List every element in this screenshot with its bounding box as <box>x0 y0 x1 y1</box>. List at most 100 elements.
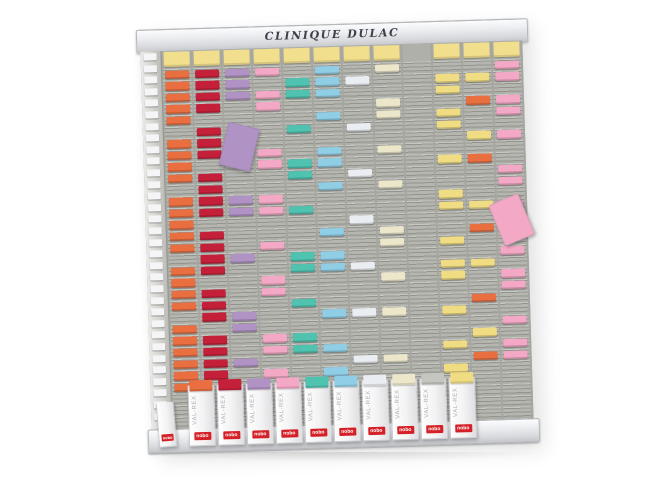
t-card-cream <box>379 226 404 236</box>
t-card-yellow <box>442 305 467 315</box>
t-card-yellow <box>441 270 466 280</box>
t-card-orange <box>165 69 190 80</box>
t-card-pink <box>496 129 522 139</box>
card-box-label: VAL-REX <box>220 394 228 424</box>
t-card-white <box>350 261 376 271</box>
index-tab <box>146 146 160 154</box>
t-card-cream <box>377 144 402 154</box>
index-tab <box>147 204 162 212</box>
t-card-yellow <box>435 73 460 83</box>
card-box-blue: VAL-REX nobo <box>332 375 362 443</box>
t-card-teal <box>285 77 310 88</box>
card-box-color-band <box>392 373 416 386</box>
t-card-blue <box>315 88 340 98</box>
t-card-blue <box>314 65 340 75</box>
t-card-yellow <box>443 363 469 373</box>
card-box-color-band <box>305 376 329 389</box>
t-card-yellow <box>439 201 464 211</box>
t-card-teal <box>290 251 315 261</box>
t-card-purple <box>228 195 254 205</box>
card-box-label: VAL-REX <box>278 392 286 423</box>
t-card-orange <box>170 267 196 277</box>
t-card-pink <box>501 268 526 278</box>
t-card-red <box>203 347 228 357</box>
t-card-pink <box>254 67 280 77</box>
index-tab <box>152 354 166 363</box>
t-card-blue <box>318 181 343 191</box>
t-card-yellow <box>440 235 465 245</box>
t-card-yellow <box>437 154 462 164</box>
t-card-red <box>200 242 225 253</box>
t-card-white <box>345 76 370 86</box>
t-card-white <box>349 215 374 225</box>
card-box-color-band <box>276 377 300 389</box>
t-card-purple <box>224 68 250 78</box>
index-tab <box>144 88 158 96</box>
t-card-yellow <box>436 119 461 129</box>
t-card-red <box>201 300 227 311</box>
t-card-teal <box>285 89 310 99</box>
t-card-red <box>202 335 228 345</box>
card-box-label: VAL-REX <box>365 390 373 420</box>
card-box-teal: VAL-REX nobo <box>303 376 333 444</box>
column-header-card <box>433 43 460 60</box>
t-card-orange <box>172 336 198 346</box>
card-box-pink: VAL-REX nobo <box>274 377 304 444</box>
card-box-purple: VAL-REX nobo <box>245 378 275 445</box>
card-box-white: nobo <box>155 401 178 448</box>
nobo-logo: nobo <box>309 428 327 437</box>
t-card-purple <box>225 79 250 89</box>
t-card-orange <box>166 116 191 126</box>
floor-shadow <box>140 452 540 462</box>
t-card-orange <box>173 359 198 369</box>
nobo-logo: nobo <box>396 425 414 435</box>
t-card-purple <box>232 323 257 333</box>
index-tab <box>146 169 161 177</box>
t-card-orange <box>173 348 198 358</box>
t-card-red <box>202 312 227 322</box>
column-header-card <box>343 45 370 62</box>
t-card-red <box>201 289 226 299</box>
t-card-blue <box>317 158 342 168</box>
card-box-orange: VAL-REX nobo <box>187 379 217 447</box>
index-tab <box>143 64 158 73</box>
t-card-cream <box>382 307 407 317</box>
t-card-red <box>200 266 226 276</box>
t-card-purple <box>230 253 255 263</box>
t-card-orange <box>169 220 194 230</box>
t-card-cream <box>378 179 403 189</box>
column-header-card <box>193 50 220 67</box>
t-card-pink <box>496 106 521 116</box>
t-card-pink <box>257 148 282 158</box>
t-card-yellow <box>466 130 492 140</box>
card-box-white: VAL-REX nobo <box>361 374 391 442</box>
board-body <box>140 40 535 430</box>
card-box-color-band <box>450 372 474 384</box>
t-card-orange <box>465 95 491 105</box>
t-card-teal <box>288 170 313 180</box>
t-card-planning-board: CLINIQUE DULAC nobo VAL-REX nobo VAL-REX nob… <box>135 18 541 455</box>
t-card-red <box>196 126 221 137</box>
t-card-red <box>203 358 228 368</box>
index-tab <box>148 215 162 223</box>
t-card-pink <box>258 194 284 204</box>
t-card-purple <box>232 311 257 321</box>
t-card-pink <box>259 206 284 216</box>
t-card-teal <box>287 159 312 169</box>
t-card-blue <box>320 262 346 272</box>
column-header-card <box>223 49 250 66</box>
card-box-red: VAL-REX nobo <box>216 378 246 446</box>
t-card-yellow <box>435 85 460 95</box>
t-card-white <box>346 122 371 132</box>
t-card-pink <box>260 241 285 251</box>
t-card-pink <box>256 102 281 112</box>
t-card-orange <box>473 350 498 360</box>
t-card-pink <box>500 245 525 255</box>
index-tab <box>147 192 161 200</box>
t-card-teal <box>292 333 318 343</box>
t-card-orange <box>173 371 199 381</box>
t-card-teal <box>293 344 318 354</box>
t-card-pink <box>263 368 289 378</box>
t-card-blue <box>322 308 347 319</box>
card-box-color-band <box>218 378 242 391</box>
